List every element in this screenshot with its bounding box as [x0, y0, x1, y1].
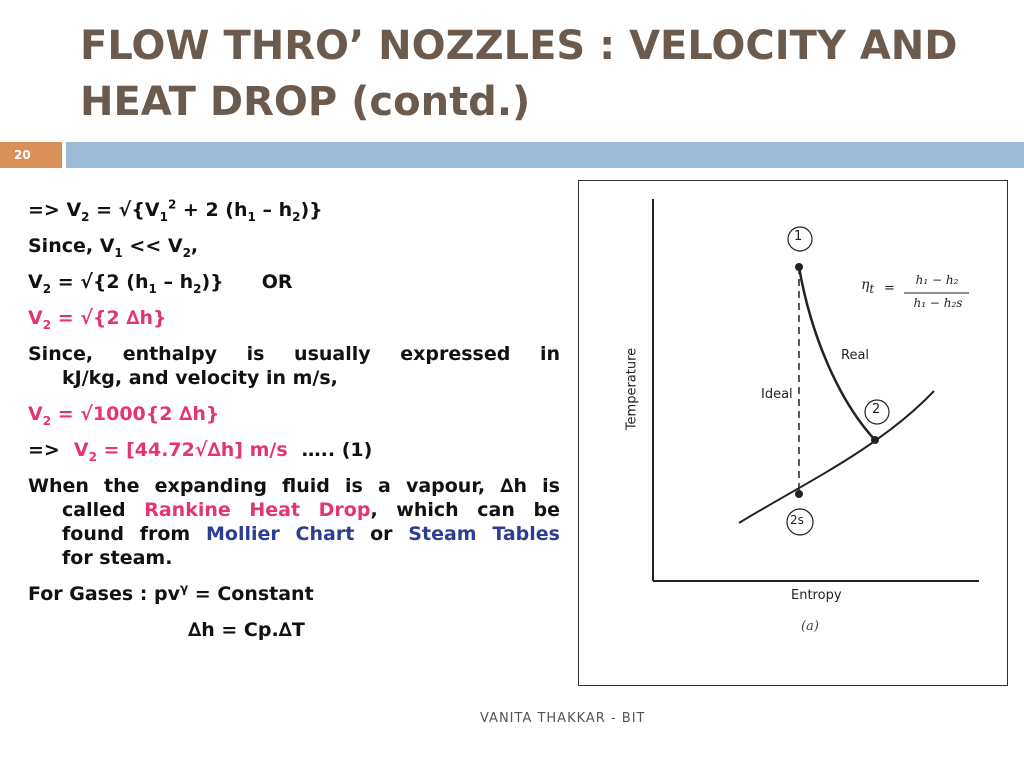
slide-number: 20	[0, 142, 62, 168]
header-rule-bar	[66, 142, 1024, 168]
slide-title-line-2: HEAT DROP (contd.)	[80, 79, 531, 125]
slide-title: FLOW THRO’ NOZZLES : VELOCITY AND HEAT D…	[80, 18, 980, 130]
equation-delta-h-gas: ∆h = Cp.∆T	[188, 619, 305, 641]
state-2s-label: 2s	[790, 513, 804, 527]
y-axis-label: Temperature	[624, 347, 640, 431]
real-label: Real	[841, 348, 870, 363]
state-2-marker	[864, 399, 890, 425]
efficiency-numerator: h₁ − h₂	[915, 273, 959, 287]
text-vapour-line-4: for steam.	[62, 547, 173, 569]
equation-velocity-1000: V2 = √1000{2 ∆h}	[28, 403, 220, 428]
text-units-line-1: Since, enthalpy is usually expressed in	[28, 343, 560, 365]
equation-velocity-delta-h: V2 = √{2 ∆h}	[28, 307, 167, 332]
footer-author: VANITA THAKKAR - BIT	[480, 711, 646, 726]
equation-velocity-general: => V2 = √{V12 + 2 (h1 – h2)}	[28, 197, 323, 224]
text-vapour-line-3: found from Mollier Chart or Steam Tables	[62, 523, 560, 545]
ts-diagram	[652, 199, 979, 582]
text-since-v1: Since, V1 << V2,	[28, 235, 199, 260]
text-vapour-line-2: called Rankine Heat Drop, which can be	[62, 499, 560, 521]
state-point-2s	[795, 490, 803, 498]
state-point-1	[795, 263, 803, 271]
efficiency-lhs: ηt	[861, 277, 875, 296]
ts-diagram-figure: 1 2 2s Real Ideal ηt = h₁ − h₂ h₁ − h₂s …	[578, 180, 1008, 686]
ideal-label: Ideal	[761, 387, 793, 402]
state-1-label: 1	[794, 229, 803, 244]
text-vapour-line-1: When the expanding fluid is a vapour, ∆h…	[28, 475, 560, 497]
state-2-label: 2	[872, 402, 881, 417]
text-gases: For Gases : pvγ = Constant	[28, 581, 314, 605]
state-point-2	[871, 436, 879, 444]
state-1-marker	[787, 226, 813, 252]
figure-caption: (a)	[801, 619, 819, 634]
state-2s-marker	[786, 508, 814, 536]
equation-velocity-final: => V2 = [44.72√∆h] m/s….. (1)	[28, 439, 373, 464]
equation-velocity-simplified: V2 = √{2 (h1 – h2)} OR	[28, 271, 293, 296]
slide-title-line-1: FLOW THRO’ NOZZLES : VELOCITY AND	[80, 23, 958, 69]
real-expansion-curve	[797, 266, 876, 441]
efficiency-equals: =	[884, 281, 895, 296]
x-axis-label: Entropy	[791, 588, 842, 603]
pressure-line	[738, 390, 935, 524]
slide-body: => V2 = √{V12 + 2 (h1 – h2)} Since, V1 <…	[28, 198, 560, 654]
text-units-line-2: kJ/kg, and velocity in m/s,	[62, 367, 338, 389]
efficiency-denominator: h₁ − h₂s	[913, 296, 963, 310]
